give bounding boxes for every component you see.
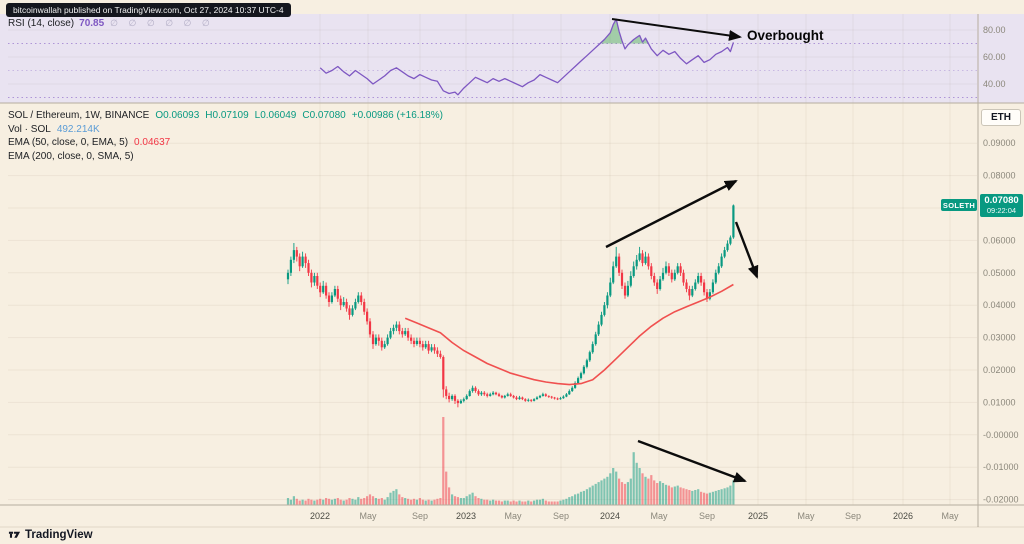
svg-text:80.00: 80.00 — [983, 25, 1006, 35]
svg-text:2022: 2022 — [310, 511, 330, 521]
svg-text:Sep: Sep — [845, 511, 861, 521]
svg-text:0.01000: 0.01000 — [983, 397, 1016, 407]
candlesticks — [286, 204, 735, 408]
svg-text:0.03000: 0.03000 — [983, 333, 1016, 343]
ohlc-close: C0.07080 — [302, 110, 346, 121]
grid-layer — [8, 14, 977, 505]
price-axis-labels: 0.090000.080000.070000.060000.050000.040… — [983, 138, 1019, 504]
tradingview-branding: TradingView — [8, 528, 93, 541]
svg-text:0.04000: 0.04000 — [983, 300, 1016, 310]
svg-text:-0.00000: -0.00000 — [983, 430, 1019, 440]
ohlc-open: O0.06093 — [155, 110, 200, 121]
price-uptrend-arrow — [605, 179, 738, 249]
legend-volume-row: Vol · SOL 492.214K — [8, 123, 443, 137]
symbol-price-flag: SOLETH — [941, 199, 977, 211]
svg-text:60.00: 60.00 — [983, 52, 1006, 62]
svg-text:Sep: Sep — [699, 511, 715, 521]
pane-separators — [0, 14, 1024, 528]
volume-value: 492.214K — [56, 123, 100, 135]
legend-symbol-row: SOL / Ethereum, 1W, BINANCE O0.06093 H0.… — [8, 109, 443, 123]
svg-text:40.00: 40.00 — [983, 79, 1006, 89]
time-axis-labels: 2022 May Sep 2023 May Sep 2024 May Sep 2025 May Sep… — [310, 511, 959, 521]
svg-text:Sep: Sep — [412, 511, 428, 521]
rsi-indicator — [8, 18, 977, 98]
svg-text:-0.01000: -0.01000 — [983, 462, 1019, 472]
currency-toggle-eth-button[interactable]: ETH — [981, 109, 1021, 126]
svg-text:May: May — [504, 511, 522, 521]
svg-text:0.02000: 0.02000 — [983, 365, 1016, 375]
ohlc-low: L0.06049 — [254, 110, 297, 121]
svg-text:May: May — [359, 511, 377, 521]
tradingview-logo-icon — [8, 531, 21, 538]
svg-text:May: May — [797, 511, 815, 521]
publish-badge: bitcoinwallah published on TradingView.c… — [6, 3, 291, 17]
svg-text:May: May — [941, 511, 959, 521]
rsi-overbought-arrow — [611, 18, 742, 41]
ohlc-high: H0.07109 — [205, 110, 249, 121]
rsi-legend: RSI (14, close) 70.85 ∅ ∅ ∅ ∅ ∅ ∅ — [8, 18, 214, 29]
svg-text:0.06000: 0.06000 — [983, 235, 1016, 245]
ema200-label: EMA (200, close, 0, SMA, 5) — [8, 150, 134, 162]
svg-text:2024: 2024 — [600, 511, 620, 521]
ema50-label: EMA (50, close, 0, EMA, 5) — [8, 137, 129, 148]
annotation-arrows — [605, 18, 759, 483]
volume-label: Vol · SOL — [8, 123, 51, 135]
legend-ema200-row: EMA (200, close, 0, SMA, 5) — [8, 150, 443, 164]
tradingview-wordmark: TradingView — [25, 528, 93, 541]
legend-ema50-row: EMA (50, close, 0, EMA, 5) 0.04637 — [8, 136, 443, 150]
svg-text:2025: 2025 — [748, 511, 768, 521]
last-price-value: 0.07080 — [984, 195, 1019, 206]
svg-text:2026: 2026 — [893, 511, 913, 521]
svg-text:May: May — [650, 511, 668, 521]
svg-text:0.05000: 0.05000 — [983, 268, 1016, 278]
symbol-title: SOL / Ethereum, 1W, BINANCE — [8, 110, 150, 121]
ohlc-change: +0.00986 (+16.18%) — [351, 110, 443, 121]
overbought-annotation-label: Overbought — [747, 28, 824, 43]
bar-close-countdown: 09:22:04 — [986, 206, 1017, 215]
volume-decline-arrow — [637, 439, 747, 483]
volume-bars — [286, 417, 735, 505]
price-pullback-arrow — [734, 221, 759, 279]
ema50-line — [404, 283, 734, 386]
svg-text:Sep: Sep — [553, 511, 569, 521]
rsi-title: RSI (14, close) — [8, 18, 75, 29]
rsi-pane-background — [0, 14, 1024, 103]
rsi-empty-plot-markers: ∅ ∅ ∅ ∅ ∅ ∅ — [110, 18, 214, 28]
svg-text:-0.02000: -0.02000 — [983, 495, 1019, 505]
svg-text:2023: 2023 — [456, 511, 476, 521]
rsi-value: 70.85 — [79, 18, 105, 29]
svg-text:0.08000: 0.08000 — [983, 171, 1016, 181]
ema50-value: 0.04637 — [134, 137, 171, 148]
last-price-tag: 0.07080 09:22:04 — [980, 194, 1023, 217]
chart-legend: SOL / Ethereum, 1W, BINANCE O0.06093 H0.… — [8, 109, 443, 163]
svg-text:0.09000: 0.09000 — [983, 138, 1016, 148]
rsi-axis-labels: 80.00 60.00 40.00 — [983, 25, 1006, 89]
